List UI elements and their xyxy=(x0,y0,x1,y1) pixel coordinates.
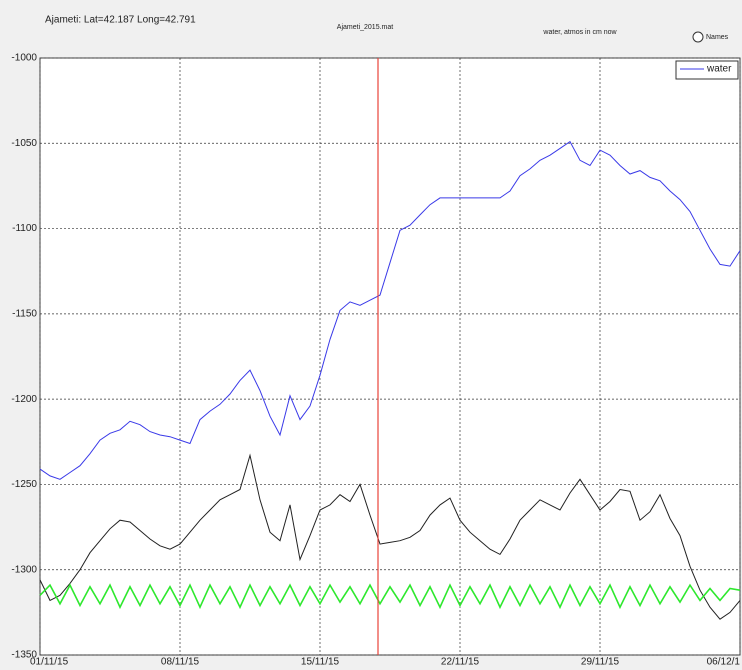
chart-subtitle: water, atmos in cm now xyxy=(542,29,617,36)
y-tick-label: -1150 xyxy=(12,308,37,319)
y-tick-label: -1100 xyxy=(12,223,37,234)
x-tick-label: 15/11/15 xyxy=(301,657,340,668)
info-text: Ajameti: Lat=42.187 Long=42.791 xyxy=(45,15,196,26)
series-line xyxy=(39,453,741,620)
legend-label: water xyxy=(706,64,732,75)
y-tick-label: -1250 xyxy=(11,479,37,490)
y-tick-label: -1050 xyxy=(11,138,37,149)
x-tick-label: 08/11/15 xyxy=(161,657,200,668)
y-tick-label: -1000 xyxy=(11,53,37,64)
chart-title: Ajameti_2015.mat xyxy=(337,24,393,31)
x-tick-label: 01/11/15 xyxy=(30,657,69,668)
x-tick-label: 06/12/1 xyxy=(707,657,741,668)
radio-button[interactable] xyxy=(692,31,704,43)
series-line xyxy=(39,140,741,480)
radio-label[interactable]: Names xyxy=(706,34,729,41)
y-tick-label: -1350 xyxy=(11,650,37,661)
names-radio[interactable]: Names xyxy=(692,31,729,43)
y-tick-label: -1300 xyxy=(11,564,37,575)
y-tick-label: -1200 xyxy=(11,394,37,405)
series-line xyxy=(39,583,741,610)
plot-area xyxy=(39,57,741,656)
x-tick-label: 29/11/15 xyxy=(581,657,620,668)
legend-box xyxy=(675,60,739,80)
x-tick-label: 22/11/15 xyxy=(441,657,480,668)
